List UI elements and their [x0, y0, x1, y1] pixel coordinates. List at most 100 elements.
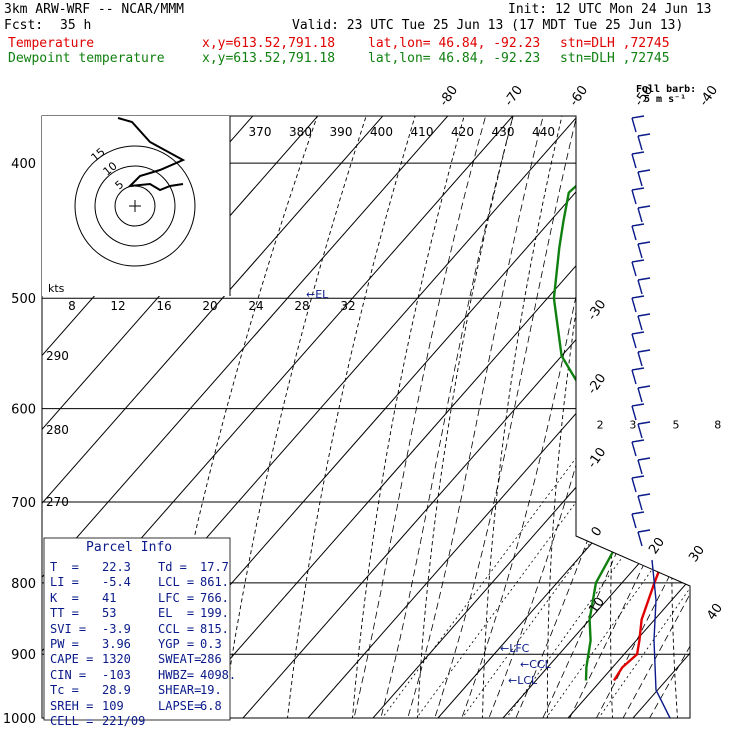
parcel-info-cell: 17.7 — [200, 560, 229, 574]
isotherm-label: 40 — [704, 601, 726, 623]
level-annotation: ←EL — [306, 288, 329, 301]
wind-barb-flag — [631, 367, 645, 371]
profile-lines — [552, 116, 690, 682]
wind-barb-flag — [631, 223, 645, 227]
moist-adiabat — [346, 116, 608, 718]
level-annotation: ←CCL — [520, 658, 552, 671]
parcel-info-cell: 19. — [200, 683, 222, 698]
level-annotation: ←LCL — [508, 674, 538, 687]
wind-barb-flag — [631, 511, 645, 515]
wind-barb-flag — [637, 385, 651, 389]
model-title: 3km ARW-WRF -- NCAR/MMM — [4, 2, 185, 17]
wind-barb-flag — [631, 187, 645, 191]
wind-barb — [637, 459, 643, 475]
wind-barb-flag — [637, 349, 651, 353]
parcel-info-cell: K = — [50, 590, 79, 605]
wind-barb — [631, 441, 637, 457]
temperature-profile — [612, 116, 690, 682]
hodograph-speed-tick: 32 — [340, 299, 355, 313]
parcel-info-cell: 22.3 — [102, 560, 131, 574]
wind-barb — [637, 279, 643, 295]
wind-barb — [637, 315, 643, 331]
wind-barb — [631, 261, 637, 277]
parcel-info-cell: SVI = — [50, 621, 87, 636]
dewpoint-latlon: lat,lon= 46.84, -92.23 — [368, 51, 541, 66]
wind-barb-flag — [631, 295, 645, 299]
isotherm-label: -80 — [437, 83, 461, 109]
pressure-tick-label: 900 — [11, 648, 36, 663]
level-annotation: ←LFC — [500, 642, 530, 655]
theta-label: 380 — [289, 125, 312, 139]
wind-barb — [631, 189, 637, 205]
isotherm-line — [42, 116, 690, 718]
parcel-info-cell: 6.8 — [200, 698, 222, 713]
wind-barb-flag — [637, 529, 651, 533]
pressure-tick-label: 400 — [11, 157, 36, 172]
mixing-ratio-line — [394, 408, 646, 718]
parcel-info-cell: 109 — [102, 698, 124, 713]
mixing-ratio-label: 5 — [672, 419, 679, 432]
mixing-ratio-line — [484, 408, 690, 718]
pressure-tick-label: 1000 — [3, 712, 36, 727]
isotherm-line — [242, 116, 690, 718]
theta-label: 430 — [492, 125, 515, 139]
isotherm-label: 0 — [589, 524, 606, 539]
wind-barb — [637, 531, 643, 547]
parcel-info-cell: 221/09 — [102, 714, 146, 728]
parcel-info-cell: HWBZ= — [158, 667, 195, 682]
init-time: Init: 12 UTC Mon 24 Jun 13 — [508, 2, 712, 17]
parcel-info-cell: YGP = — [158, 637, 195, 651]
wind-barb — [631, 153, 637, 169]
mixing-ratio-line — [524, 408, 690, 718]
parcel-info-cell: 199. — [200, 606, 229, 621]
moist-adiabat — [606, 116, 690, 718]
parcel-info-cell: SREH = — [50, 698, 94, 713]
moist-adiabat — [372, 116, 631, 718]
parcel-info-cell: 53 — [102, 606, 117, 621]
wind-barb-flag — [631, 331, 645, 335]
theta-label: 410 — [411, 125, 434, 139]
wind-barb — [637, 135, 643, 151]
hodograph-speed-tick: 16 — [156, 299, 171, 313]
isotherm-label: -10 — [585, 445, 609, 471]
moist-adiabat — [580, 116, 690, 718]
hodograph-speed-tick: 8 — [68, 299, 76, 313]
diagram-frame — [41, 115, 691, 719]
parcel-info-cell: 28.9 — [102, 683, 131, 698]
parcel-info-cell: Tc = — [50, 683, 79, 698]
temperature-legend: Temperature — [8, 36, 95, 51]
parcel-info-cell: PW = — [50, 637, 79, 651]
forecast-hour: 35 h — [60, 18, 92, 33]
isotherm-label: -40 — [697, 83, 721, 109]
wind-barb-flag — [631, 259, 645, 263]
moist-adiabat — [450, 116, 690, 718]
parcel-info-cell: CIN = — [50, 667, 87, 682]
isotherm-line — [307, 116, 690, 718]
parcel-info-cell: LCL = — [158, 575, 195, 590]
pressure-tick-label: 600 — [11, 403, 36, 418]
wind-barb-flag — [637, 241, 651, 245]
pressure-tick-label: 500 — [11, 292, 36, 307]
barb-legend-unit: 5 m s⁻¹ — [644, 94, 687, 105]
parcel-info-cell: Td = — [158, 560, 187, 574]
wind-barb — [631, 225, 637, 241]
isotherm-line — [502, 116, 690, 718]
wind-barb — [637, 243, 643, 259]
parcel-info-cell: SHEAR= — [158, 683, 202, 698]
wind-barb — [631, 477, 637, 493]
wind-barb-flag — [631, 115, 645, 119]
parcel-info-title: Parcel Info — [86, 540, 173, 555]
dry-adiabat — [546, 116, 690, 718]
moist-adiabat — [424, 116, 685, 718]
isotherm-line — [372, 116, 690, 718]
dewpoint-legend: Dewpoint temperature — [8, 51, 165, 66]
theta-label: 280 — [46, 423, 69, 437]
isotherm-line — [42, 116, 690, 718]
isotherm-label: -20 — [585, 371, 609, 397]
moist-adiabat — [632, 116, 690, 718]
mixing-ratio-label: 2 — [597, 419, 604, 432]
moist-adiabat — [502, 116, 690, 718]
parcel-info-cell: 3.96 — [102, 637, 131, 651]
wind-barb — [637, 387, 643, 403]
theta-label: 390 — [330, 125, 353, 139]
